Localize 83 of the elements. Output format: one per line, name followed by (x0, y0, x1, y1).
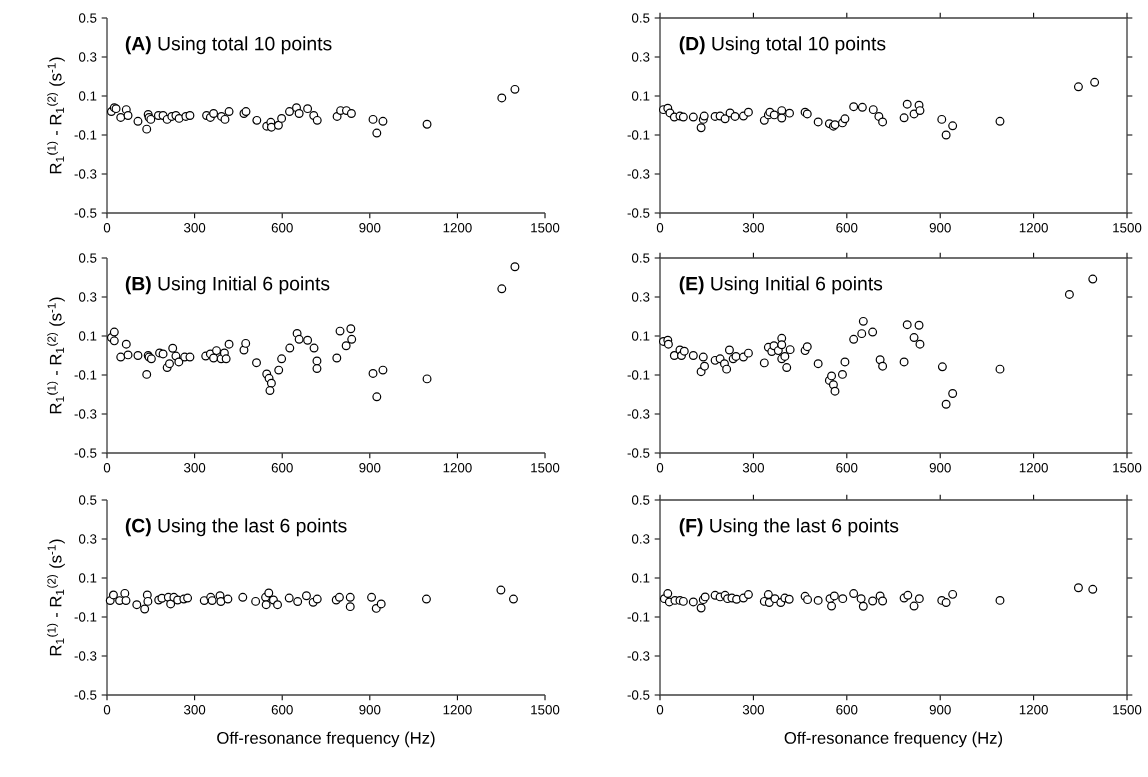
text: R$_{1}$$^{(1)}$ - R$_{1}$$^{(2)}$ (s$^{-1}$) (47, 539, 65, 656)
y-tick-label: 0.3 (631, 52, 650, 62)
y-tick-label: 0.5 (631, 13, 650, 23)
y-tick-label: 0.5 (78, 253, 97, 263)
text: R$_{1}$$^{(1)}$ - R$_{1}$$^{(2)}$ (s$^{-1}$) (47, 57, 65, 174)
x-tick-label: 600 (271, 705, 293, 715)
x-tick-label: 1500 (531, 223, 560, 233)
y-tick-label: -0.5 (74, 208, 97, 218)
y-tick-label: -0.1 (627, 130, 650, 140)
y-tick-label: -0.5 (627, 448, 650, 458)
y-tick-label: 0.1 (78, 573, 97, 583)
x-tick-label: 1500 (531, 705, 560, 715)
x-tick-label: 0 (656, 705, 664, 715)
y-tick-label: -0.5 (627, 690, 650, 700)
x-tick-label: 300 (183, 463, 206, 473)
x-tick-label: 600 (836, 223, 858, 233)
x-axis-title: Off-resonance frequency (Hz) (784, 731, 1003, 748)
y-tick-label: -0.1 (627, 612, 650, 622)
x-tick-label: 0 (656, 223, 664, 233)
y-tick-label: -0.1 (74, 612, 97, 622)
x-tick-label: 1200 (443, 223, 472, 233)
x-tick-label: 600 (271, 223, 293, 233)
x-tick-label: 900 (929, 705, 951, 715)
x-tick-label: 1500 (1113, 223, 1142, 233)
y-tick-label: -0.1 (74, 130, 97, 140)
y-tick-label: 0.1 (78, 331, 97, 341)
x-tick-label: 1200 (443, 463, 472, 473)
y-tick-label: -0.3 (74, 169, 97, 179)
y-tick-label: -0.3 (627, 651, 650, 661)
y-tick-label: 0.1 (631, 573, 650, 583)
x-tick-label: 300 (183, 223, 206, 233)
y-tick-label: 0.5 (78, 13, 97, 23)
x-tick-label: 0 (103, 705, 111, 715)
y-tick-label: 0.5 (631, 253, 650, 263)
x-tick-label: 1500 (1113, 463, 1142, 473)
text: (D) Using total 10 points (679, 36, 886, 55)
x-tick-label: 1200 (1019, 463, 1048, 473)
y-tick-label: 0.1 (631, 91, 650, 101)
x-tick-label: 300 (742, 223, 765, 233)
y-tick-label: 0.1 (78, 91, 97, 101)
y-tick-label: -0.1 (74, 370, 97, 380)
x-tick-label: 0 (103, 223, 111, 233)
text: (E) Using Initial 6 points (679, 276, 883, 295)
x-tick-label: 0 (103, 463, 111, 473)
x-tick-label: 300 (742, 705, 765, 715)
x-tick-label: 1200 (1019, 223, 1048, 233)
x-tick-label: 600 (271, 463, 293, 473)
y-tick-label: 0.1 (631, 331, 650, 341)
y-tick-label: -0.1 (627, 370, 650, 380)
x-tick-label: 900 (359, 463, 381, 473)
y-tick-label: -0.3 (74, 409, 97, 419)
x-tick-label: 900 (359, 223, 381, 233)
x-tick-label: 1500 (1113, 705, 1142, 715)
y-tick-label: 0.3 (78, 534, 97, 544)
x-tick-label: 900 (929, 223, 951, 233)
x-tick-label: 600 (836, 705, 858, 715)
x-tick-label: 300 (742, 463, 765, 473)
y-tick-label: -0.3 (74, 651, 97, 661)
x-tick-label: 1200 (443, 705, 472, 715)
y-tick-label: -0.3 (627, 169, 650, 179)
y-tick-label: 0.3 (631, 534, 650, 544)
x-axis-title: Off-resonance frequency (Hz) (217, 731, 435, 748)
text: (B) Using Initial 6 points (125, 276, 330, 295)
x-tick-label: 900 (929, 463, 951, 473)
y-tick-label: 0.3 (631, 292, 650, 302)
x-tick-label: 600 (836, 463, 858, 473)
x-tick-label: 300 (183, 705, 206, 715)
y-tick-label: 0.5 (78, 495, 97, 505)
x-tick-label: 900 (359, 705, 381, 715)
y-tick-label: 0.3 (78, 292, 97, 302)
text: (A) Using total 10 points (125, 36, 332, 55)
y-tick-label: -0.5 (627, 208, 650, 218)
x-tick-label: 0 (656, 463, 664, 473)
text: (C) Using the last 6 points (125, 518, 347, 537)
text: (F) Using the last 6 points (679, 518, 899, 537)
x-tick-label: 1200 (1019, 705, 1048, 715)
text: R$_{1}$$^{(1)}$ - R$_{1}$$^{(2)}$ (s$^{-1}$) (47, 297, 65, 414)
y-tick-label: -0.3 (627, 409, 650, 419)
y-tick-label: 0.3 (78, 52, 97, 62)
x-tick-label: 1500 (531, 463, 560, 473)
y-tick-label: 0.5 (631, 495, 650, 505)
y-tick-label: -0.5 (74, 690, 97, 700)
y-tick-label: -0.5 (74, 448, 97, 458)
